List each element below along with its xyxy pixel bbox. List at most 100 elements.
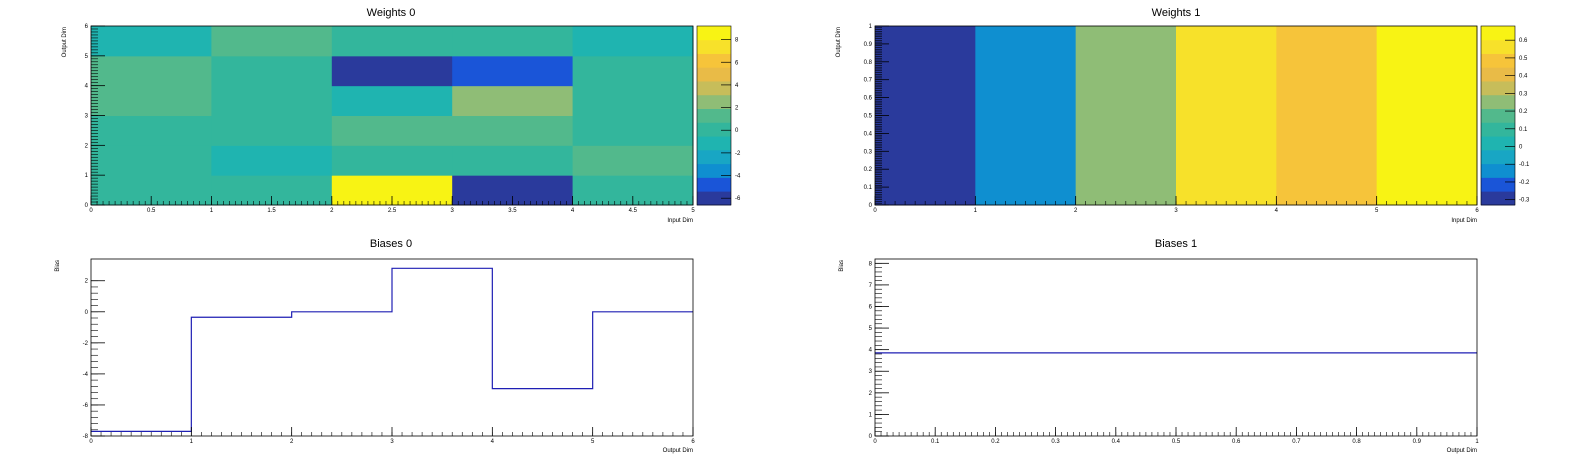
x-tick-label: 0 [873,208,877,214]
colorbar-swatch [1481,163,1515,178]
y-tick-label: 7 [869,283,873,289]
colorbar-swatch [697,122,731,137]
x-tick-label: 4 [1275,208,1279,214]
chart-title: Weights 0 [367,7,416,19]
heatmap-cell [331,85,453,116]
x-tick-label: 4 [571,208,575,214]
colorbar-tick-label: -0.2 [1519,180,1530,186]
heatmap-cell [1176,26,1277,206]
heatmap-cell [91,85,212,116]
heatmap-cell [331,26,453,57]
x-tick-label: 2.5 [388,208,397,214]
heatmap-cell [572,26,694,57]
x-tick-label: 0.6 [1232,439,1241,445]
heatmap-cell [572,115,694,146]
colorbar-tick-label: 0.3 [1519,91,1528,97]
y-tick-label: -4 [83,372,89,378]
y-tick-label: 0.5 [864,114,873,120]
heatmap-cell [331,145,453,176]
x-tick-label: 0.3 [1051,439,1060,445]
heatmap-cell [1276,26,1378,206]
colorbar-swatch [1481,26,1515,41]
colorbar-tick-label: 0 [735,128,739,134]
y-tick-label: 0.1 [864,185,873,191]
y-axis-label: Output Dim [62,27,68,57]
axis-ticks: 0 0.5 1 1.5 2 2.5 3 3.5 4 4.5 5 0 1 2 3 4 5 6 [85,24,696,214]
heatmap-cell [211,26,333,57]
y-tick-label: 5 [85,54,89,60]
x-tick-label: 6 [1475,208,1479,214]
axis-ticks: 0 1 2 3 4 5 6 -8 -6 -4 -2 0 2 [83,279,696,445]
x-axis-label: Output Dim [1447,448,1477,454]
chart-title: Biases 1 [1155,238,1197,250]
y-axis-label: Output Dim [836,27,842,57]
x-tick-label: 0 [89,208,93,214]
y-tick-label: 5 [869,326,873,332]
heatmap-cells [875,26,1478,206]
heatmap-cell [452,85,574,116]
y-tick-label: 0.8 [864,60,873,66]
x-tick-label: 1 [974,208,978,214]
colorbar-swatch [697,39,731,54]
colorbar-tick-label: 4 [735,83,739,89]
heatmap-cell [211,85,333,116]
y-tick-label: 0.4 [864,131,873,137]
colorbar-swatch [697,94,731,110]
x-tick-label: 0.8 [1352,439,1361,445]
colorbar-swatch [1481,108,1515,123]
biases-0-panel: Biases 0 0 1 2 3 4 5 6 -8 -6 -4 -2 0 2 Output Dim Bi… [55,238,695,454]
heatmap-cell [452,145,574,176]
weights-0-panel: Weights 0 0 0.5 1 1.5 2 2.5 3 3.5 4 4.5 5 0 1 2 3 4 5 6 I… [62,7,741,224]
x-tick-label: 4.5 [629,208,638,214]
colorbar-tick-label: 0.4 [1519,74,1528,80]
colorbar-swatch [697,53,731,68]
heatmap-cell [331,55,453,87]
x-tick-label: 3 [390,439,394,445]
x-tick-label: 5 [591,439,595,445]
heatmap-cell [452,26,574,57]
colorbar-swatch [697,81,731,96]
x-tick-label: 1 [1475,439,1479,445]
x-tick-label: 0.5 [147,208,156,214]
x-tick-label: 5 [691,208,695,214]
x-tick-label: 0 [89,439,93,445]
x-tick-label: 0.5 [1172,439,1181,445]
x-axis-label: Input Dim [1451,218,1477,224]
x-tick-label: 1.5 [267,208,276,214]
heatmap-cell [572,85,694,116]
colorbar-tick-label: -6 [735,196,741,202]
heatmap-cell [91,115,212,146]
colorbar-swatch [1481,122,1515,137]
y-tick-label: 0.9 [864,42,873,48]
y-tick-label: 0 [869,203,873,209]
heatmap-cell [211,145,333,176]
heatmap-cell [91,55,212,87]
biases-1-panel: Biases 1 0 0.1 0.2 0.3 0.4 0.5 0.6 0.7 0.8 0.9 1 0 1… [839,238,1479,454]
colorbar-tick-label: 0 [1519,145,1523,151]
colorbar: -6 -4 -2 0 2 4 6 8 [696,25,741,206]
x-tick-label: 3.5 [508,208,517,214]
heatmap-cell [211,115,333,146]
colorbar-tick-label: -4 [735,174,741,180]
y-tick-label: 2 [869,391,873,397]
heatmap-cell [331,115,453,146]
colorbar-tick-label: 0.5 [1519,56,1528,62]
heatmap-cell [452,115,574,146]
colorbar-swatch [697,149,731,165]
bias-step-line [91,267,693,432]
colorbar-tick-label: -2 [735,151,741,157]
y-tick-label: -8 [83,434,89,440]
x-tick-label: 2 [330,208,334,214]
colorbar-tick-label: 6 [735,60,739,66]
colorbar-swatch [697,191,731,206]
colorbar-tick-label: 0.6 [1519,38,1528,44]
heatmap-cell [572,145,694,176]
heatmap-cell [1075,26,1177,206]
colorbar-tick-label: -0.1 [1519,162,1530,168]
x-tick-label: 5 [1375,208,1379,214]
colorbar-swatch [1481,81,1515,96]
colorbar-swatch [697,26,731,41]
y-tick-label: -2 [83,341,89,347]
y-tick-label: 1 [869,24,873,30]
y-tick-label: 8 [869,261,873,267]
